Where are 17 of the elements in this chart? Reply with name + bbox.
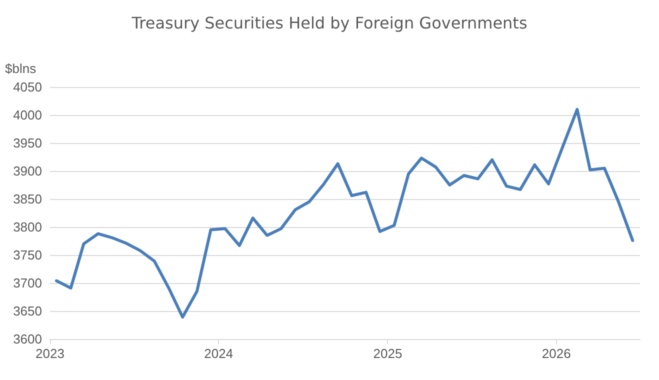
x-tick-label: 2026 — [542, 346, 571, 361]
y-axis-title: $blns — [5, 61, 37, 76]
chart-title: Treasury Securities Held by Foreign Governments — [130, 14, 528, 32]
y-tick-label: 3700 — [13, 276, 42, 290]
y-tick-label: 3600 — [13, 332, 42, 346]
y-tick-label: 3750 — [13, 248, 42, 262]
y-tick-label: 3900 — [13, 164, 42, 178]
y-tick-label: 4000 — [13, 108, 42, 122]
y-tick-label: 3800 — [13, 220, 42, 234]
y-tick-label: 4050 — [13, 80, 42, 94]
x-tick-label: 2023 — [36, 346, 64, 361]
x-tick-label: 2025 — [373, 346, 402, 361]
line-series — [54, 108, 634, 319]
y-tick-label: 3950 — [13, 136, 42, 150]
y-tick-label: 3850 — [13, 192, 42, 206]
x-tick-label: 2024 — [204, 346, 234, 361]
y-tick-label: 3650 — [13, 304, 42, 318]
